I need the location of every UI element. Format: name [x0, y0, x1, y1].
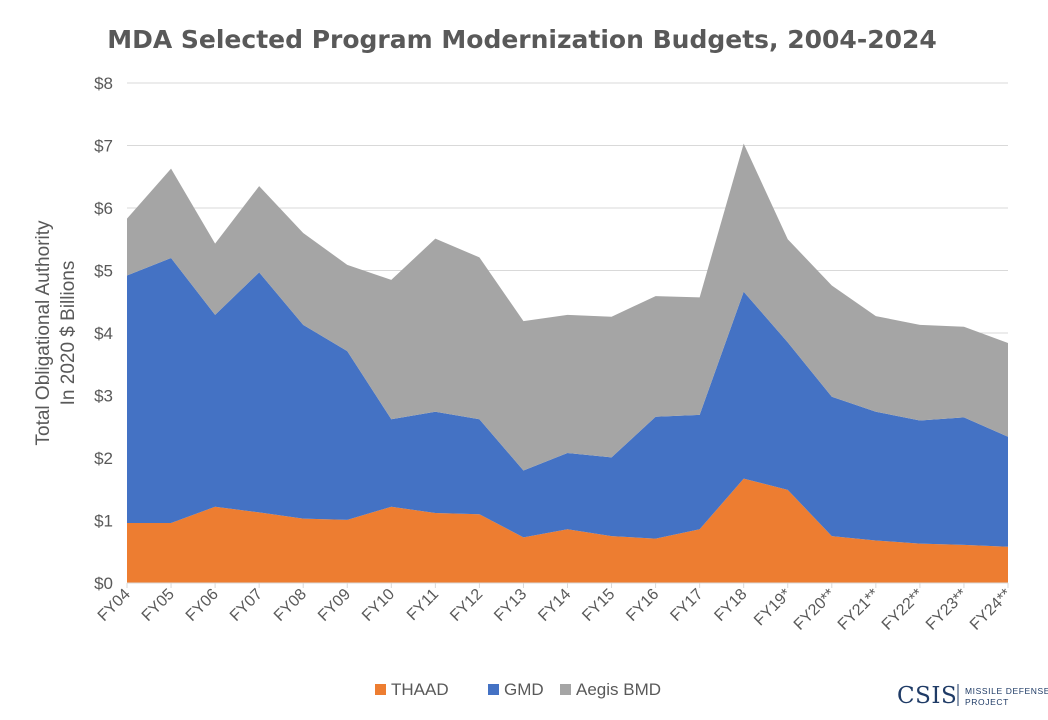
- x-tick-label: FY23**: [923, 586, 971, 634]
- y-tick-label: $0: [94, 574, 113, 593]
- legend-swatch: [375, 684, 386, 695]
- logo-sub-line-1: MISSILE DEFENSE: [965, 686, 1048, 696]
- y-tick-label: $8: [94, 74, 113, 93]
- x-tick-label: FY24**: [967, 586, 1015, 634]
- x-tick-labels: FY04 FY05 FY06 FY07 FY08 FY09 FY10 FY11 FY12 FY13…: [95, 583, 1015, 634]
- x-tick-label: FY05: [139, 586, 178, 625]
- y-tick-label: $7: [94, 137, 113, 156]
- plot-areas: [127, 143, 1008, 584]
- y-tick-label: $6: [94, 199, 113, 218]
- csis-logo: CSIS MISSILE DEFENSE PROJECT: [897, 683, 1048, 709]
- y-tick-labels: $0 $1 $2 $3 $4 $5 $6 $7 $8: [94, 74, 113, 593]
- y-axis-label-line-1: Total Obligational Authority: [33, 220, 54, 445]
- x-tick-label: FY11: [404, 586, 442, 624]
- x-tick-label: FY14: [535, 586, 574, 625]
- y-axis-label: Total Obligational Authority In 2020 $ B…: [33, 220, 79, 445]
- x-tick-label: FY18: [711, 586, 750, 625]
- legend-label: GMD: [504, 680, 544, 699]
- y-tick-label: $3: [94, 387, 113, 406]
- y-tick-label: $1: [94, 512, 113, 531]
- legend-swatch: [488, 684, 499, 695]
- legend-label: THAAD: [391, 680, 449, 699]
- x-tick-label: FY15: [579, 586, 618, 625]
- logo-main-text: CSIS: [897, 683, 957, 709]
- chart-title: MDA Selected Program Modernization Budge…: [107, 25, 937, 54]
- x-tick-label: FY06: [183, 586, 222, 625]
- x-tick-label: FY21**: [835, 586, 883, 634]
- area-thaad: [127, 478, 1008, 583]
- x-tick-label: FY20**: [791, 586, 839, 634]
- x-tick-label: FY12: [447, 586, 486, 625]
- y-axis-label-line-2: In 2020 $ Billions: [58, 261, 79, 406]
- x-tick-label: FY16: [623, 586, 662, 625]
- legend: THAAD GMD Aegis BMD: [375, 680, 661, 699]
- x-tick-label: FY09: [315, 586, 354, 625]
- y-tick-label: $4: [94, 324, 113, 343]
- y-tick-label: $2: [94, 449, 113, 468]
- x-tick-label: FY13: [491, 586, 530, 625]
- x-tick-label: FY08: [271, 586, 310, 625]
- area-gmd: [127, 258, 1008, 547]
- x-tick-label: FY10: [359, 586, 398, 625]
- legend-label: Aegis BMD: [576, 680, 661, 699]
- x-tick-label: FY07: [227, 586, 266, 625]
- area-aegis-bmd: [127, 143, 1008, 471]
- logo-sub-line-2: PROJECT: [965, 697, 1009, 707]
- x-tick-label: FY19*: [751, 586, 794, 629]
- legend-swatch: [560, 684, 571, 695]
- y-tick-label: $5: [94, 262, 113, 281]
- x-tick-label: FY22**: [879, 586, 927, 634]
- x-tick-label: FY17: [667, 586, 706, 625]
